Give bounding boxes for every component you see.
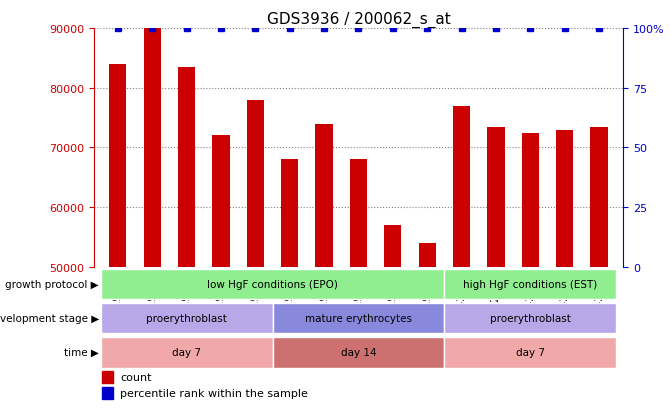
FancyBboxPatch shape [444,269,616,299]
Bar [316,124,333,413]
FancyBboxPatch shape [273,303,444,334]
FancyBboxPatch shape [100,303,273,334]
Text: mature erythrocytes: mature erythrocytes [305,313,412,323]
Text: day 7: day 7 [172,347,201,357]
Bar [522,133,539,413]
Bar [143,29,161,413]
Bar [212,136,230,413]
Bar [453,107,470,413]
Bar [590,127,608,413]
Bar [247,100,264,413]
Text: growth protocol ▶: growth protocol ▶ [5,279,99,289]
FancyBboxPatch shape [444,337,616,368]
Bar [281,160,298,413]
Text: time ▶: time ▶ [64,347,99,357]
FancyBboxPatch shape [100,269,444,299]
Text: count: count [121,373,152,382]
Bar [419,243,436,413]
Bar [109,65,127,413]
Text: proerythroblast: proerythroblast [146,313,227,323]
Text: proerythroblast: proerythroblast [490,313,571,323]
Text: percentile rank within the sample: percentile rank within the sample [121,388,308,398]
FancyBboxPatch shape [100,337,273,368]
Text: low HgF conditions (EPO): low HgF conditions (EPO) [207,279,338,289]
Title: GDS3936 / 200062_s_at: GDS3936 / 200062_s_at [267,12,450,28]
Bar [556,130,574,413]
Bar [350,160,367,413]
FancyBboxPatch shape [444,303,616,334]
Bar [102,372,113,383]
Bar [384,225,401,413]
FancyBboxPatch shape [273,337,444,368]
Bar [487,127,505,413]
Text: high HgF conditions (EST): high HgF conditions (EST) [463,279,598,289]
Bar [102,387,113,399]
Text: day 14: day 14 [340,347,377,357]
Text: development stage ▶: development stage ▶ [0,313,99,323]
Text: day 7: day 7 [516,347,545,357]
Bar [178,68,195,413]
